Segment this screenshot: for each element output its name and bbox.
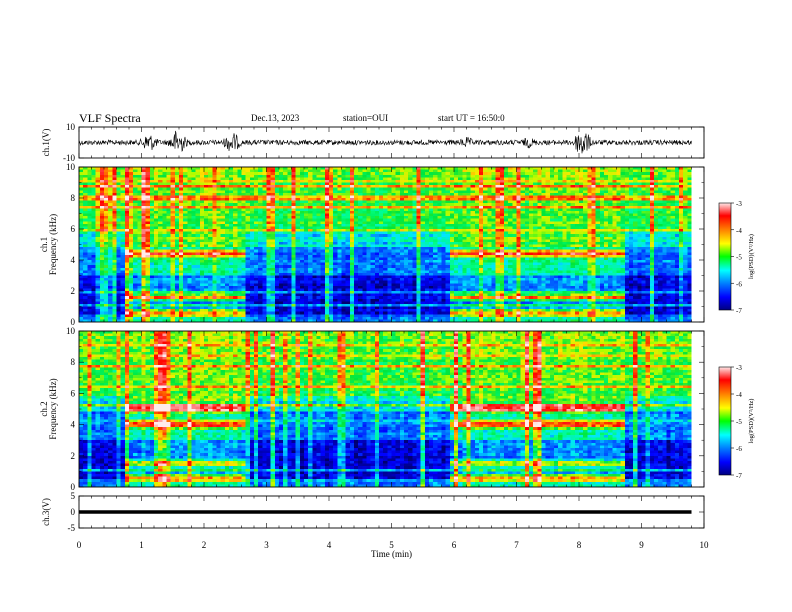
y-axis-label: ch.1(V) bbox=[41, 129, 51, 157]
y-axis-label: ch.1 bbox=[39, 237, 49, 252]
trace-layer bbox=[78, 130, 692, 514]
y-tick-label: 5 bbox=[71, 491, 76, 501]
axes-layer bbox=[78, 126, 734, 529]
colorbar-label: log(PSD)(V²/Hz) bbox=[748, 399, 755, 444]
start-time-label: start UT = 16:50:0 bbox=[438, 113, 505, 123]
x-tick-label: 5 bbox=[389, 540, 394, 550]
y-tick-label: 10 bbox=[66, 122, 76, 132]
ch1-trace bbox=[78, 130, 692, 154]
x-axis-label: Time (min) bbox=[371, 549, 412, 559]
colorbar-tick-label: -6 bbox=[736, 280, 742, 288]
y-tick-label: 10 bbox=[66, 326, 76, 336]
x-tick-label: 1 bbox=[139, 540, 144, 550]
x-tick-label: 6 bbox=[452, 540, 457, 550]
y-tick-label: -5 bbox=[68, 523, 76, 533]
spectrogram-image-ch2 bbox=[79, 331, 704, 487]
y-axis-label: Frequency (kHz) bbox=[48, 214, 58, 275]
colorbar-ch1 bbox=[718, 202, 732, 311]
y-tick-label: 8 bbox=[71, 357, 76, 367]
date-label: Dec.13, 2023 bbox=[251, 113, 300, 123]
colorbar-tick-label: -7 bbox=[736, 307, 742, 315]
y-tick-label: 0 bbox=[71, 482, 76, 492]
colorbar-tick-label: -7 bbox=[736, 472, 742, 480]
colorbar-tick-label: -5 bbox=[736, 254, 742, 262]
y-tick-label: 0 bbox=[71, 507, 76, 517]
y-axis-label: ch.2 bbox=[39, 401, 49, 416]
y-tick-label: 2 bbox=[71, 451, 76, 461]
y-tick-label: 6 bbox=[71, 388, 76, 398]
y-tick-label: 8 bbox=[71, 193, 76, 203]
colorbar-tick-label: -3 bbox=[736, 200, 742, 208]
y-axis-label: ch.3(V) bbox=[41, 498, 51, 526]
colorbar-tick-label: -5 bbox=[736, 418, 742, 426]
x-tick-label: 4 bbox=[327, 540, 332, 550]
station-label: station=OUI bbox=[343, 113, 389, 123]
x-tick-label: 10 bbox=[700, 540, 710, 550]
y-tick-label: 4 bbox=[71, 255, 76, 265]
x-tick-label: 2 bbox=[202, 540, 207, 550]
y-tick-label: 10 bbox=[66, 162, 76, 172]
x-tick-label: 9 bbox=[639, 540, 644, 550]
x-tick-label: 3 bbox=[264, 540, 269, 550]
y-tick-label: 2 bbox=[71, 286, 76, 296]
spectrogram-layer bbox=[79, 167, 704, 487]
colorbar-tick-label: -4 bbox=[736, 227, 742, 235]
no-data-gap bbox=[691, 167, 704, 322]
y-axis-label: Frequency (kHz) bbox=[48, 378, 58, 439]
colorbar-label: log(PSD)(V²/Hz) bbox=[748, 234, 755, 279]
no-data-gap bbox=[691, 331, 704, 487]
colorbar-ch2 bbox=[718, 366, 732, 476]
chart-title: VLF Spectra bbox=[79, 111, 141, 125]
y-tick-label: 4 bbox=[71, 420, 76, 430]
label-layer: -3 -4 -5 -6 -7 log(PSD)(V²/Hz) -3 -4 -5 -6 -7 log(P… bbox=[39, 122, 755, 559]
x-tick-label: 8 bbox=[577, 540, 582, 550]
x-tick-label: 0 bbox=[77, 540, 82, 550]
colorbar-tick-label: -6 bbox=[736, 445, 742, 453]
y-tick-label: 0 bbox=[71, 317, 76, 327]
colorbar-tick-label: -4 bbox=[736, 391, 742, 399]
y-tick-label: -10 bbox=[63, 153, 75, 163]
colorbar-tick-label: -3 bbox=[736, 364, 742, 372]
spectrogram-image-ch1 bbox=[79, 167, 704, 322]
x-tick-label: 7 bbox=[514, 540, 519, 550]
y-tick-label: 6 bbox=[71, 224, 76, 234]
